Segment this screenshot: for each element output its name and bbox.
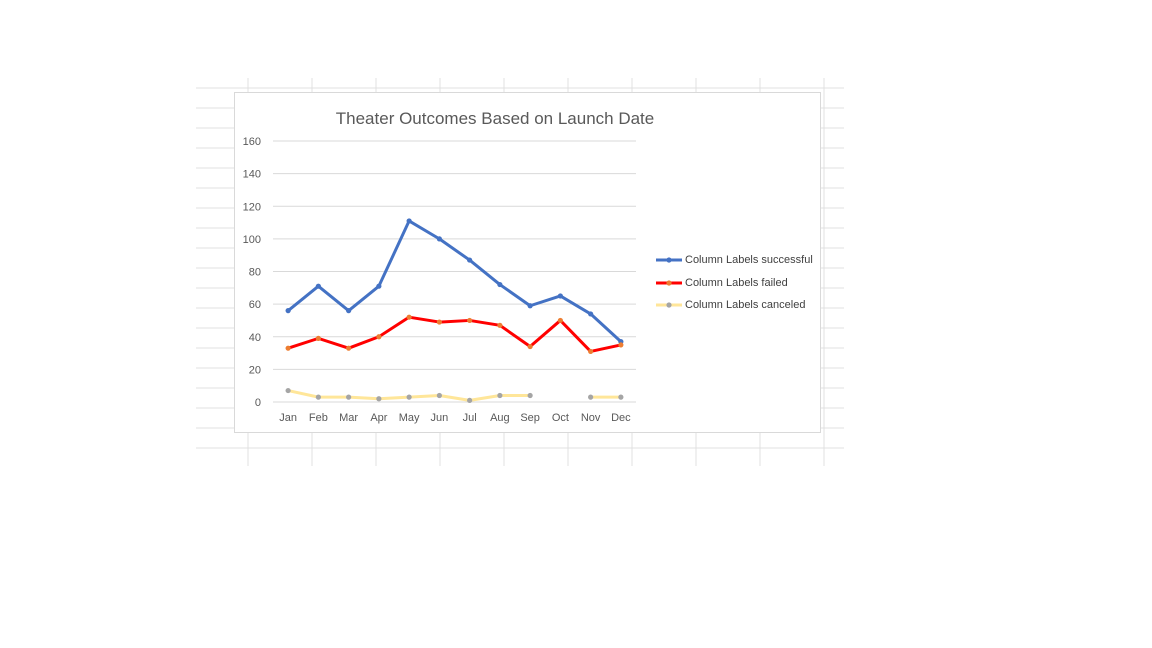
data-point-canceled[interactable] — [618, 394, 624, 400]
y-tick-label: 0 — [255, 397, 261, 409]
data-point-failed[interactable] — [346, 345, 352, 351]
data-point-canceled[interactable] — [497, 392, 503, 399]
data-point-failed[interactable] — [588, 348, 594, 355]
data-point-canceled[interactable] — [376, 396, 382, 402]
data-point-successful[interactable] — [467, 257, 473, 263]
data-point-failed[interactable] — [557, 317, 563, 324]
data-point-failed[interactable] — [406, 314, 412, 320]
data-point-canceled[interactable] — [436, 392, 442, 399]
legend-label-failed: Column Labels failed — [685, 276, 788, 289]
x-tick-label: Jan — [279, 412, 297, 424]
data-point-successful[interactable] — [527, 303, 533, 309]
legend-item-successful: Column Labels successful — [655, 249, 820, 272]
data-point-successful[interactable] — [376, 283, 382, 289]
y-tick-label: 140 — [243, 169, 261, 181]
data-point-canceled[interactable] — [467, 397, 473, 403]
legend-item-failed: Column Labels failed — [655, 272, 820, 295]
legend-label-successful: Column Labels successful — [685, 254, 813, 267]
data-point-canceled[interactable] — [406, 394, 412, 400]
data-point-successful[interactable] — [497, 281, 503, 288]
legend-swatch-canceled — [656, 302, 682, 308]
data-point-successful[interactable] — [588, 311, 594, 317]
y-tick-label: 60 — [249, 299, 261, 311]
y-tick-label: 160 — [243, 136, 261, 148]
y-tick-label: 100 — [243, 234, 261, 246]
data-point-successful[interactable] — [406, 218, 412, 224]
y-tick-label: 120 — [243, 201, 261, 213]
y-tick-label: 80 — [249, 267, 261, 279]
data-point-failed[interactable] — [315, 335, 321, 341]
data-point-failed[interactable] — [618, 342, 624, 348]
chart-title: Theater Outcomes Based on Launch Date — [335, 109, 655, 128]
data-point-failed[interactable] — [436, 319, 442, 325]
y-tick-label: 20 — [249, 364, 261, 376]
data-point-successful[interactable] — [436, 236, 442, 242]
legend-label-canceled: Column Labels canceled — [685, 299, 806, 312]
x-tick-label: Mar — [339, 412, 358, 424]
data-point-failed[interactable] — [527, 343, 533, 350]
legend-swatch-marker — [666, 280, 672, 286]
chart-area[interactable]: Theater Outcomes Based on Launch Date 0 2… — [234, 92, 821, 433]
data-point-failed[interactable] — [376, 334, 382, 340]
data-point-successful[interactable] — [557, 293, 563, 299]
x-tick-label: Nov — [581, 412, 601, 424]
x-tick-label: Oct — [552, 412, 569, 424]
data-point-canceled[interactable] — [588, 394, 594, 400]
x-tick-label: Jul — [463, 412, 477, 424]
legend-item-canceled: Column Labels canceled — [655, 294, 820, 317]
data-point-successful[interactable] — [285, 308, 291, 314]
legend-swatch-successful — [656, 257, 682, 263]
data-point-successful[interactable] — [346, 308, 352, 314]
legend-swatch-marker — [666, 257, 672, 263]
data-point-canceled[interactable] — [315, 394, 321, 400]
x-tick-label: Feb — [309, 412, 328, 424]
data-point-canceled[interactable] — [527, 392, 533, 399]
x-tick-label: May — [399, 412, 420, 424]
x-tick-label: Apr — [370, 412, 387, 424]
data-point-failed[interactable] — [467, 317, 473, 324]
series-line-successful — [286, 219, 623, 344]
x-tick-label: Dec — [611, 412, 631, 424]
data-point-canceled[interactable] — [346, 394, 352, 400]
x-tick-label: Jun — [431, 412, 449, 424]
data-point-successful[interactable] — [315, 283, 321, 289]
legend-swatch-failed — [656, 280, 682, 286]
legend: Column Labels successful Column Labels f… — [655, 249, 820, 317]
data-point-canceled[interactable] — [285, 387, 291, 394]
plot-area: 0 20 40 60 80 100 120 140 160 Jan Feb Mar Apr May Jun J… — [243, 136, 636, 424]
x-tick-label: Aug — [490, 412, 510, 424]
data-point-failed[interactable] — [285, 345, 291, 351]
y-tick-label: 40 — [249, 332, 261, 344]
x-tick-label: Sep — [520, 412, 540, 424]
legend-swatch-marker — [666, 302, 672, 308]
series-line-failed — [286, 315, 623, 353]
data-point-failed[interactable] — [497, 322, 503, 328]
